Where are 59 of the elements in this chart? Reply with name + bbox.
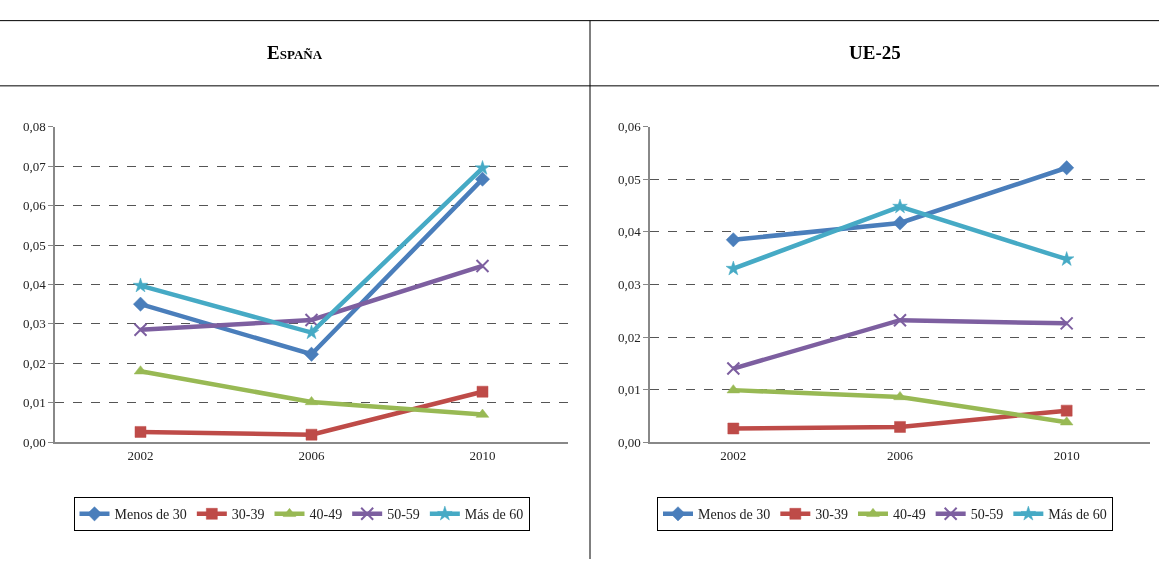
- point: [726, 361, 741, 376]
- legend-label: Menos de 30: [698, 507, 771, 523]
- y-tick-label: 0,04: [617, 224, 642, 240]
- x-tick-label: 2002: [127, 447, 154, 463]
- y-tick-label: 0,02: [617, 329, 641, 345]
- y-tick-label: 0,02: [22, 355, 46, 371]
- point: [132, 277, 149, 293]
- point: [892, 198, 908, 214]
- y-tick-label: 0,05: [22, 237, 46, 253]
- x-tick-label: 2002: [720, 447, 747, 463]
- point: [1059, 251, 1075, 266]
- y-tick-label: 0,06: [22, 198, 47, 214]
- point: [474, 160, 491, 175]
- legend-label: 40-49: [893, 507, 926, 523]
- point: [1059, 316, 1074, 331]
- point: [134, 426, 147, 438]
- point: [1059, 160, 1075, 176]
- point: [304, 346, 319, 362]
- x-tick-label: 2010: [469, 447, 496, 463]
- x-tick-label: 2006: [298, 447, 325, 463]
- legend-label: Menos de 30: [114, 507, 187, 523]
- legend-label: 30-39: [231, 507, 265, 523]
- y-tick-label: 0,08: [22, 119, 46, 135]
- point: [133, 322, 148, 337]
- point: [725, 232, 741, 248]
- point: [1060, 416, 1074, 426]
- point: [726, 384, 740, 394]
- y-tick-label: 0,00: [22, 434, 46, 450]
- point: [894, 421, 906, 433]
- point: [304, 312, 319, 327]
- point: [893, 313, 907, 328]
- point: [475, 171, 490, 187]
- legend-label: 40-49: [309, 507, 343, 523]
- legend-label: Más de 60: [1048, 507, 1107, 523]
- legend-label: Más de 60: [464, 507, 524, 523]
- point: [475, 258, 490, 273]
- y-tick-label: 0,07: [22, 158, 47, 174]
- point: [725, 260, 741, 276]
- y-tick-label: 0,01: [22, 395, 46, 411]
- point: [727, 422, 740, 435]
- chart-title: España: [267, 42, 323, 63]
- legend-label: 30-39: [815, 507, 848, 523]
- y-tick-label: 0,04: [22, 277, 47, 293]
- point: [133, 296, 148, 312]
- point: [305, 428, 318, 441]
- point: [892, 215, 908, 231]
- y-tick-label: 0,05: [617, 171, 641, 187]
- chart-title: UE-25: [849, 42, 901, 63]
- y-tick-label: 0,03: [22, 316, 46, 332]
- legend-label: 50-59: [387, 507, 420, 523]
- x-tick-label: 2010: [1053, 447, 1080, 463]
- y-tick-label: 0,03: [617, 277, 641, 293]
- x-tick-label: 2006: [887, 447, 914, 463]
- y-tick-label: 0,06: [617, 119, 642, 135]
- point: [1060, 404, 1073, 417]
- point: [476, 385, 489, 398]
- legend-label: 50-59: [970, 507, 1004, 523]
- y-tick-label: 0,00: [617, 434, 641, 450]
- y-tick-label: 0,01: [617, 382, 641, 398]
